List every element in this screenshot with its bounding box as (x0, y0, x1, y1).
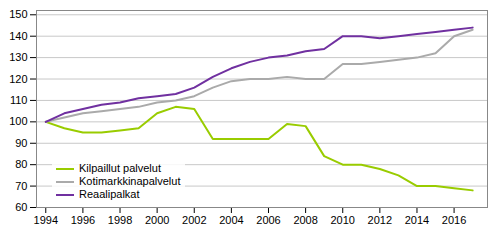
svg-text:150: 150 (9, 8, 27, 20)
svg-text:2014: 2014 (405, 214, 429, 226)
svg-text:2016: 2016 (442, 214, 466, 226)
svg-text:1994: 1994 (34, 214, 58, 226)
svg-text:1998: 1998 (108, 214, 132, 226)
svg-text:80: 80 (15, 158, 27, 170)
svg-text:130: 130 (9, 51, 27, 63)
svg-text:100: 100 (9, 115, 27, 127)
svg-text:2010: 2010 (330, 214, 354, 226)
html-text:Kotimarkkinapalvelut: Kotimarkkinapalvelut (79, 175, 181, 187)
html-text:Reaalipalkat: Reaalipalkat (79, 188, 140, 200)
svg-text:2008: 2008 (293, 214, 317, 226)
svg-text:1996: 1996 (71, 214, 95, 226)
svg-text:2012: 2012 (368, 214, 392, 226)
svg-text:2002: 2002 (182, 214, 206, 226)
svg-text:110: 110 (10, 94, 28, 106)
svg-text:2004: 2004 (219, 214, 243, 226)
svg-text:140: 140 (9, 30, 27, 42)
svg-text:2006: 2006 (256, 214, 280, 226)
svg-text:60: 60 (15, 201, 27, 213)
svg-text:90: 90 (15, 137, 27, 149)
html-text:Kilpaillut palvelut: Kilpaillut palvelut (79, 162, 161, 174)
svg-text:2000: 2000 (145, 214, 169, 226)
svg-text:70: 70 (15, 180, 27, 192)
svg-text:120: 120 (9, 73, 27, 85)
